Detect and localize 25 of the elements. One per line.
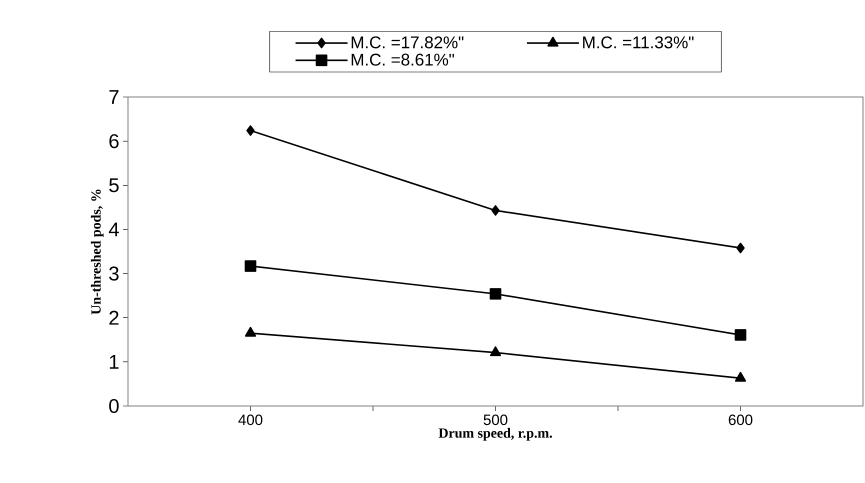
y-tick-label: 7: [109, 90, 118, 104]
y-tick-label: 1: [110, 355, 119, 369]
point: [734, 329, 746, 341]
x-tick-label: 500: [484, 414, 508, 426]
point: [246, 125, 255, 136]
point: [244, 326, 256, 337]
y-tick-label: 5: [109, 178, 119, 192]
x-tick-label: 600: [728, 414, 752, 426]
y-tick-label: 4: [108, 222, 119, 236]
x-tick-label: 400: [238, 414, 262, 426]
point: [490, 288, 502, 300]
y-tick-label: 3: [109, 266, 119, 281]
y-axis-title: Un-threshed pods, %: [90, 190, 104, 314]
point: [244, 260, 256, 272]
x-axis-title: Drum speed, r.p.m.: [438, 428, 552, 441]
point: [490, 346, 502, 356]
point: [734, 372, 746, 382]
point: [491, 205, 500, 216]
y-tick-label: 6: [109, 134, 119, 148]
y-tick-label: 0: [109, 398, 119, 414]
legend-label: M.C. =11.33%": [583, 36, 694, 48]
y-tick-label: 2: [109, 310, 118, 325]
legend-label: M.C. =8.61%": [352, 54, 454, 66]
legend-label: M.C. =17.82%": [352, 36, 464, 48]
point: [736, 242, 745, 254]
